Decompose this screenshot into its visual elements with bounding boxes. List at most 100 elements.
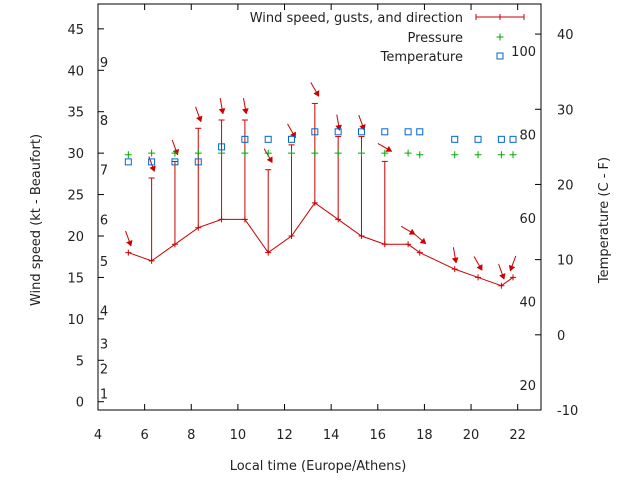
temperature-point [416,128,424,136]
y-right-tick-label: -10 [557,404,578,419]
wind-speed-point [475,274,482,281]
wind-speed-point [125,249,132,256]
wind-speed-point [510,274,517,281]
wind-direction-arrowhead [313,90,320,97]
y-left-tick-label: 15 [67,271,84,286]
wind-speed-point [405,241,412,248]
temperature-point [218,143,226,151]
x-tick-label: 4 [94,428,102,443]
temperature-point [451,135,459,143]
y-left-tick-label: 0 [76,396,84,411]
pressure-point [311,149,319,157]
x-tick-label: 10 [230,428,247,443]
pressure-point [404,149,412,157]
wind-speed-point [148,257,155,264]
temperature-point [497,135,505,143]
temperature-point [357,128,365,136]
wind-direction-arrowhead [241,108,249,115]
y-right-tick-label: 30 [557,103,574,118]
x-tick-label: 12 [276,428,293,443]
pressure-point [451,151,459,159]
y-right-tick-label: 20 [557,178,574,193]
pressure-point [218,149,226,157]
fahrenheit-label: 100 [511,45,536,60]
beaufort-label: 9 [100,56,108,71]
beaufort-scale: 1 2 3 4 5 6 7 8 9 [100,56,108,402]
y-right-tick-label: 0 [557,329,565,344]
y-left-tick-label: 10 [67,313,84,328]
pressure-point [474,151,482,159]
wind-speed-point [358,233,365,239]
x-tick-label: 20 [463,428,480,443]
pressure-point [124,151,132,159]
beaufort-label: 5 [100,255,108,270]
y-axis-right-label: Temperature (C - F) [597,157,612,284]
wind-direction-arrowhead [408,228,416,235]
wind-speed-point [335,216,342,223]
pressure-point [264,149,272,157]
pressure-point [288,149,296,157]
beaufort-label: 4 [100,305,108,320]
legend-label: Pressure [407,31,463,46]
wind-direction-arrowhead [195,115,203,123]
pressure-point [171,149,179,157]
x-tick-label: 16 [370,428,387,443]
wind-direction-arrowhead [385,145,393,152]
wind-speed-line [128,202,514,287]
legend: Wind speed, gusts, and direction Pressure… [250,11,525,65]
fahrenheit-label: 60 [519,212,536,227]
pressure-point [497,151,505,159]
beaufort-label: 2 [100,363,108,378]
wind-speed-point [288,233,295,239]
temperature-point [264,135,272,143]
y-right-tick-label: 40 [557,28,574,43]
beaufort-label: 1 [100,387,108,402]
legend-label: Wind speed, gusts, and direction [250,11,463,26]
y-left-tick-label: 20 [67,230,84,245]
wind-speed-point [171,241,178,248]
y-axis-left-label: Wind speed (kt - Beaufort) [29,134,44,306]
x-tick-label: 22 [509,428,526,443]
beaufort-label: 7 [100,164,108,179]
x-tick-label: 18 [416,428,433,443]
legend-wind-marker [497,14,503,20]
y-left-tick-label: 25 [67,189,84,204]
temperature-point [171,158,179,166]
wind-direction-arrowhead [476,264,483,271]
legend-temperature-marker [496,52,504,60]
wind-direction-arrowhead [126,239,133,247]
wind-speed-point [498,282,505,289]
temperature-point [311,128,319,136]
wind-direction-arrowhead [149,165,156,172]
pressure-point [357,149,365,157]
legend-label: Temperature [380,50,463,65]
y-left-tick-label: 30 [67,147,84,162]
pressure-point [194,149,202,157]
wind-direction-arrowhead [499,273,506,280]
y-right-tick-label: 10 [557,254,574,269]
wind-direction-arrowhead [172,148,180,156]
pressure-point [416,151,424,159]
pressure-point [241,149,249,157]
x-tick-label: 6 [140,428,148,443]
plot-frame [97,3,542,411]
fahrenheit-label: 40 [519,295,536,310]
temperature-series [124,128,517,166]
temperature-point [334,128,342,136]
beaufort-label: 3 [100,338,108,353]
y-left-tick-label: 35 [67,106,84,121]
fahrenheit-label: 20 [519,379,536,394]
wind-speed-point [311,199,318,206]
x-tick-label: 8 [187,428,195,443]
pressure-point [334,149,342,157]
wind-direction-arrowhead [508,264,516,272]
temperature-point [194,158,202,166]
x-tick-label: 14 [323,428,340,443]
beaufort-label: 8 [100,114,108,129]
wind-direction-arrowhead [218,108,226,115]
wind-series [125,82,517,289]
wind-speed-point [451,266,458,273]
wind-speed-point [241,216,248,223]
